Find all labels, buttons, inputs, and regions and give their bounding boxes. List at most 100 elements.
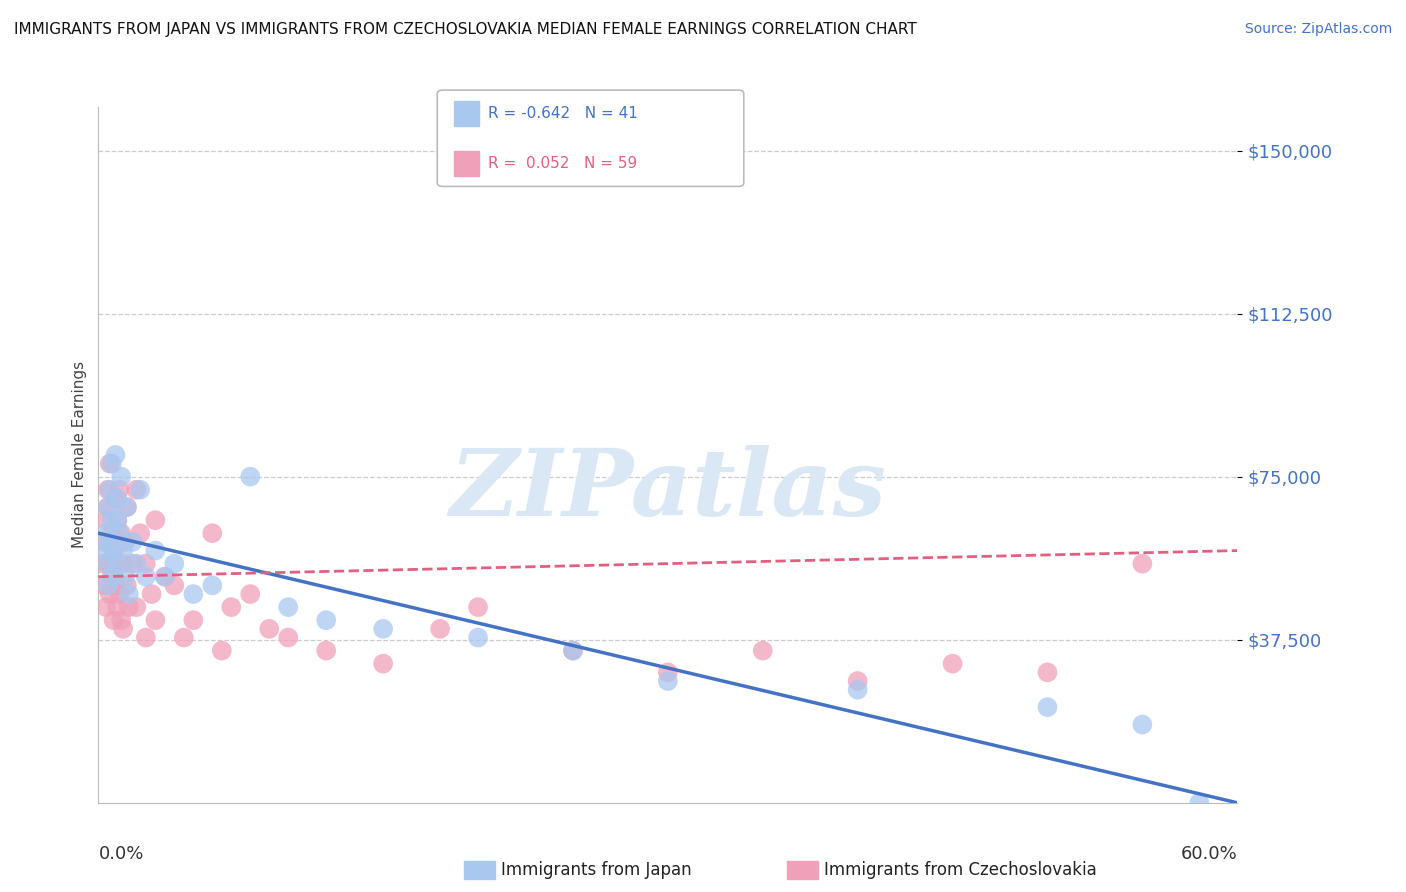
Point — [562, 643, 585, 657]
Point — [163, 557, 186, 571]
Point — [98, 534, 121, 549]
Point — [752, 643, 775, 657]
Point — [103, 543, 125, 558]
Point — [110, 613, 132, 627]
Point — [100, 526, 122, 541]
Point — [211, 643, 233, 657]
Point — [107, 513, 129, 527]
Point — [429, 622, 451, 636]
Point — [114, 570, 136, 584]
Point — [201, 578, 224, 592]
Point — [100, 457, 122, 471]
Point — [145, 513, 167, 527]
Point — [110, 526, 132, 541]
Point — [93, 534, 115, 549]
Y-axis label: Median Female Earnings: Median Female Earnings — [72, 361, 87, 549]
Point — [98, 483, 121, 497]
Point — [201, 526, 224, 541]
Point — [1036, 665, 1059, 680]
Point — [145, 543, 167, 558]
Point — [97, 557, 120, 571]
Point — [135, 631, 157, 645]
Point — [104, 448, 127, 462]
Point — [562, 643, 585, 657]
Point — [315, 643, 337, 657]
Text: IMMIGRANTS FROM JAPAN VS IMMIGRANTS FROM CZECHOSLOVAKIA MEDIAN FEMALE EARNINGS C: IMMIGRANTS FROM JAPAN VS IMMIGRANTS FROM… — [14, 22, 917, 37]
Point — [141, 587, 163, 601]
Point — [173, 631, 195, 645]
Point — [112, 557, 135, 571]
Text: Source: ZipAtlas.com: Source: ZipAtlas.com — [1244, 22, 1392, 37]
Point — [104, 578, 127, 592]
Point — [846, 674, 869, 689]
Point — [135, 570, 157, 584]
Point — [277, 600, 299, 615]
Point — [467, 600, 489, 615]
Point — [108, 587, 131, 601]
Point — [97, 557, 120, 571]
Point — [97, 500, 120, 514]
Point — [1188, 796, 1211, 810]
Text: R = -0.642   N = 41: R = -0.642 N = 41 — [488, 106, 638, 120]
Point — [371, 657, 394, 671]
Point — [100, 570, 122, 584]
Point — [107, 557, 129, 571]
Point — [104, 491, 127, 506]
Point — [129, 526, 152, 541]
Point — [153, 570, 176, 584]
Point — [135, 557, 157, 571]
Point — [115, 578, 138, 592]
Point — [110, 469, 132, 483]
Point — [467, 631, 489, 645]
Point — [97, 500, 120, 514]
Point — [221, 600, 243, 615]
Point — [107, 557, 129, 571]
Point — [239, 587, 262, 601]
Point — [94, 600, 117, 615]
Text: 0.0%: 0.0% — [98, 845, 143, 863]
Point — [107, 513, 129, 527]
Point — [98, 457, 121, 471]
Point — [108, 526, 131, 541]
Text: ZIPatlas: ZIPatlas — [450, 445, 886, 534]
Point — [112, 622, 135, 636]
Text: Immigrants from Japan: Immigrants from Japan — [501, 861, 692, 879]
Point — [1132, 717, 1154, 731]
Text: R =  0.052   N = 59: R = 0.052 N = 59 — [488, 156, 637, 170]
Point — [91, 557, 114, 571]
Point — [97, 578, 120, 592]
Point — [93, 578, 115, 592]
Point — [145, 613, 167, 627]
Point — [103, 613, 125, 627]
Point — [125, 600, 148, 615]
Point — [100, 513, 122, 527]
Text: 60.0%: 60.0% — [1181, 845, 1237, 863]
Point — [107, 491, 129, 506]
Point — [129, 483, 152, 497]
Point — [107, 600, 129, 615]
Point — [115, 500, 138, 514]
Point — [121, 534, 143, 549]
Point — [657, 674, 679, 689]
Point — [103, 570, 125, 584]
Point — [239, 469, 262, 483]
Point — [94, 513, 117, 527]
Point — [115, 500, 138, 514]
Point — [125, 557, 148, 571]
Point — [118, 587, 141, 601]
Point — [942, 657, 965, 671]
Point — [93, 543, 115, 558]
Point — [153, 570, 176, 584]
Point — [657, 665, 679, 680]
Point — [1132, 557, 1154, 571]
Point — [98, 587, 121, 601]
Point — [125, 483, 148, 497]
Text: Immigrants from Czechoslovakia: Immigrants from Czechoslovakia — [824, 861, 1097, 879]
Point — [118, 600, 141, 615]
Point — [183, 587, 205, 601]
Point — [315, 613, 337, 627]
Point — [259, 622, 281, 636]
Point — [103, 543, 125, 558]
Point — [112, 543, 135, 558]
Point — [114, 534, 136, 549]
